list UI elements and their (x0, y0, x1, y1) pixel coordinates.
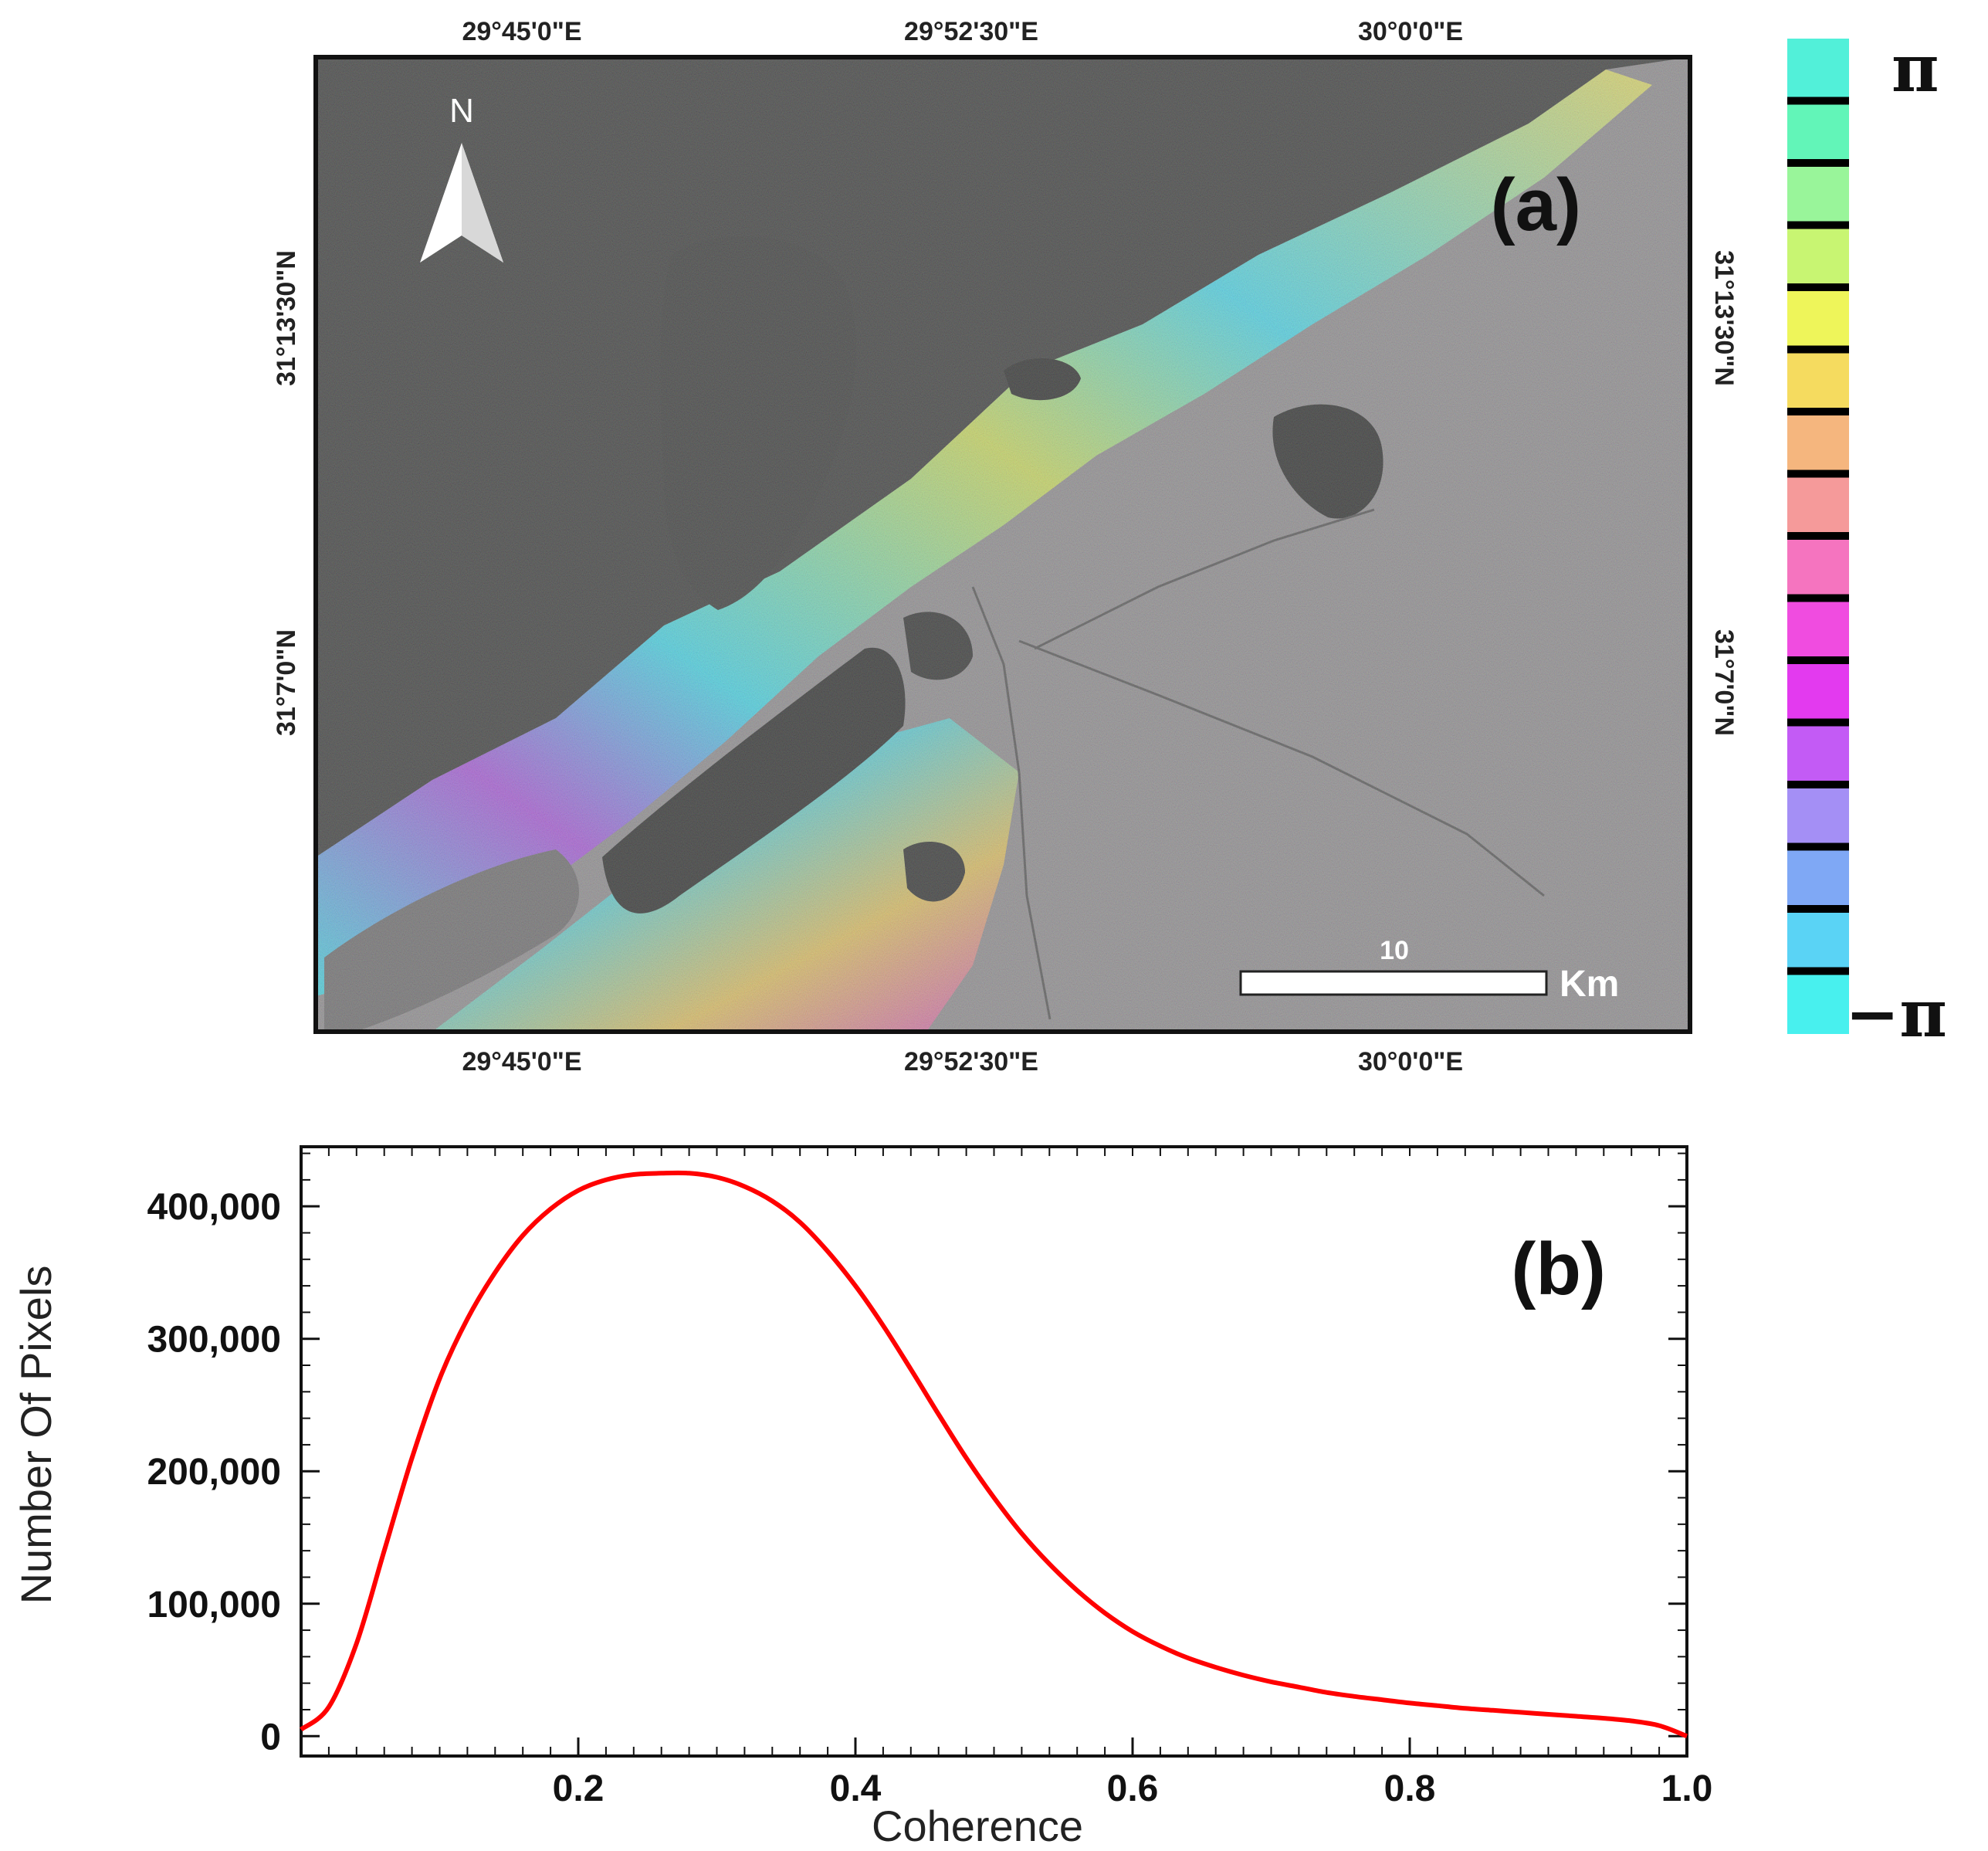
y-tick-label: 200,000 (147, 1452, 281, 1493)
colorbar-segment (1787, 660, 1849, 724)
plot-frame (300, 1145, 1688, 1758)
interferogram-map-panel: N (a) 10 Km 29°45'0"E 29°52'30"E 30°0'0"… (272, 17, 1739, 1076)
colorbar-bottom-label: −π (1845, 975, 1947, 1052)
x-tick-label: 0.2 (553, 1768, 605, 1809)
scale-unit: Km (1560, 964, 1619, 1005)
y-tick-label: 0 (260, 1717, 281, 1758)
coherence-curve (300, 1170, 1688, 1739)
colorbar-divider (1787, 781, 1849, 788)
lon-label-top-3: 30°0'0"E (1358, 17, 1463, 46)
y-tick-label: 100,000 (147, 1585, 281, 1626)
x-tick-label: 0.6 (1107, 1768, 1159, 1809)
panel-b-label: (b) (1511, 1228, 1606, 1310)
x-axis-title: Coherence (872, 1802, 1083, 1850)
colorbar-segment (1787, 412, 1849, 475)
colorbar-divider (1787, 221, 1849, 229)
colorbar-segment (1787, 163, 1849, 226)
lat-label-right-1: 31°13'30"N (1709, 250, 1739, 386)
colorbar-divider (1787, 345, 1849, 354)
colorbar-segment (1787, 785, 1849, 848)
colorbar-divider (1787, 532, 1849, 540)
colorbar-segment (1787, 473, 1849, 537)
x-tick-label: 1.0 (1661, 1768, 1713, 1809)
colorbar-divider (1787, 159, 1849, 167)
lat-label-left-1: 31°13'30"N (272, 250, 301, 386)
colorbar-segment (1787, 722, 1849, 785)
north-arrow: N (420, 92, 503, 263)
lon-label-top-1: 29°45'0"E (462, 17, 581, 46)
scale-value: 10 (1380, 936, 1409, 965)
coherence-histogram-panel: 0.2 0.4 0.6 0.8 1.0 0 100,000 200,000 300,000 40… (12, 1145, 1713, 1850)
colorbar-divider (1787, 718, 1849, 727)
north-label: N (449, 92, 474, 130)
y-axis-title: Number Of Pixels (12, 1266, 60, 1605)
colorbar-divider (1787, 656, 1849, 664)
phase-colorbar (1787, 39, 1849, 1034)
colorbar-divider (1787, 594, 1849, 602)
colorbar-segment (1787, 349, 1849, 412)
colorbar-segment (1787, 971, 1849, 1034)
scale-bar-rect (1239, 970, 1548, 996)
panel-a-label: (a) (1491, 164, 1581, 246)
colorbar-divider (1787, 283, 1849, 291)
minor-ticks (300, 1147, 1688, 1756)
lat-label-left-2: 31°7'0"N (272, 629, 301, 736)
colorbar-segment (1787, 909, 1849, 972)
lat-label-right-2: 31°7'0"N (1709, 629, 1739, 736)
colorbar-segment (1787, 287, 1849, 351)
speckle-texture (316, 57, 1690, 1032)
colorbar-divider (1787, 470, 1849, 478)
colorbar-segment (1787, 598, 1849, 661)
x-tick-label: 0.8 (1384, 1768, 1436, 1809)
scale-bar: 10 Km (1239, 936, 1619, 1005)
colorbar-divider (1787, 97, 1849, 105)
lon-label-bottom-2: 29°52'30"E (904, 1047, 1038, 1076)
colorbar-divider (1787, 408, 1849, 415)
colorbar-segment (1787, 536, 1849, 599)
y-axis: 0 100,000 200,000 300,000 400,000 (147, 1187, 1687, 1758)
lon-label-bottom-1: 29°45'0"E (462, 1047, 581, 1076)
lon-label-bottom-3: 30°0'0"E (1358, 1047, 1463, 1076)
colorbar-segment (1787, 225, 1849, 288)
colorbar-segment (1787, 846, 1849, 910)
colorbar-divider (1787, 842, 1849, 851)
lon-label-top-2: 29°52'30"E (904, 17, 1038, 46)
colorbar-divider (1787, 905, 1849, 913)
colorbar-divider (1787, 967, 1849, 975)
colorbar-segment (1787, 39, 1849, 102)
y-tick-label: 400,000 (147, 1187, 281, 1228)
y-tick-label: 300,000 (147, 1320, 281, 1361)
colorbar-segment (1787, 100, 1849, 164)
x-tick-label: 0.4 (830, 1768, 882, 1809)
x-axis: 0.2 0.4 0.6 0.8 1.0 (553, 1737, 1713, 1809)
colorbar-top-label: π (1891, 30, 1939, 107)
map-frame (313, 55, 1692, 1034)
